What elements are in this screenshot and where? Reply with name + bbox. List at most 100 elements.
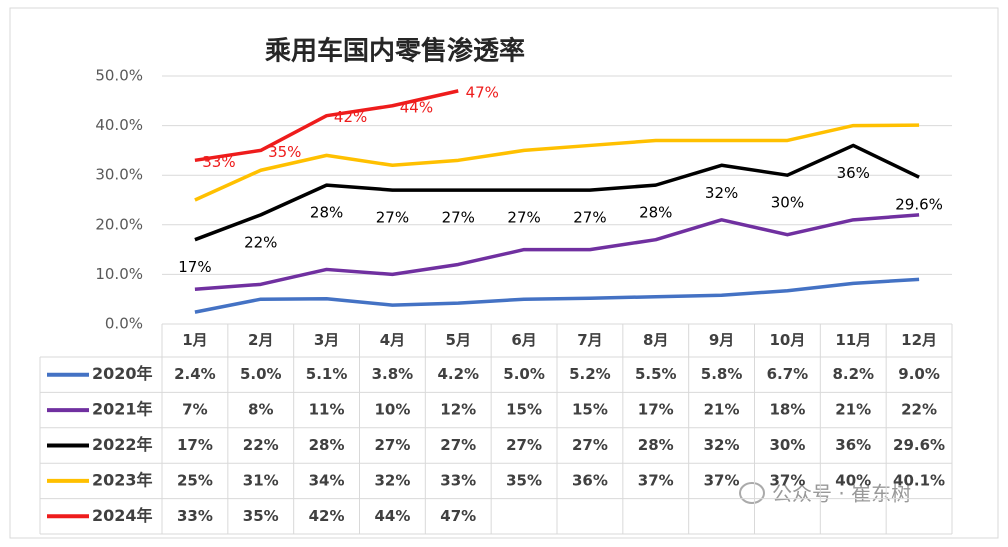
data-label: 33% — [202, 153, 235, 171]
table-cell: 8.2% — [832, 365, 874, 383]
table-cell: 31% — [243, 471, 279, 489]
table-cell: 27% — [374, 436, 410, 454]
table-cell: 33% — [440, 471, 476, 489]
legend-label: 2020年 — [92, 364, 153, 383]
table-cell: 5.2% — [569, 365, 611, 383]
x-tick-label: 7月 — [577, 331, 602, 349]
x-tick-label: 6月 — [511, 331, 536, 349]
table-cell: 32% — [704, 436, 740, 454]
table-cell: 27% — [572, 436, 608, 454]
table-cell: 36% — [572, 471, 608, 489]
x-tick-label: 1月 — [182, 331, 207, 349]
table-cell: 37% — [638, 471, 674, 489]
x-tick-label: 5月 — [446, 331, 471, 349]
table-cell: 25% — [177, 471, 213, 489]
table-cell: 21% — [835, 401, 871, 419]
series-line — [194, 89, 459, 163]
table-cell: 29.6% — [893, 436, 945, 454]
table-cell: 17% — [177, 436, 213, 454]
table-cell: 40.1% — [893, 471, 945, 489]
x-tick-label: 2月 — [248, 331, 273, 349]
data-label: 27% — [442, 209, 475, 227]
chart-title: 乘用车国内零售渗透率 — [264, 36, 525, 67]
table-cell: 5.1% — [306, 365, 348, 383]
table-cell: 5.8% — [701, 365, 743, 383]
data-label: 27% — [573, 209, 606, 227]
table-cell: 18% — [769, 401, 805, 419]
y-tick-label: 10.0% — [95, 265, 143, 283]
data-label: 27% — [376, 209, 409, 227]
series-line — [194, 143, 920, 242]
table-cell: 2.4% — [174, 365, 216, 383]
table-cell: 3.8% — [372, 365, 414, 383]
table-cell: 4.2% — [437, 365, 479, 383]
data-label: 22% — [244, 233, 277, 251]
table-cell: 11% — [309, 401, 345, 419]
table-cell: 36% — [835, 436, 871, 454]
table-cell: 5.0% — [240, 365, 282, 383]
table-cell: 15% — [506, 401, 542, 419]
data-label: 28% — [310, 204, 343, 222]
table-cell: 27% — [506, 436, 542, 454]
table-cell: 37% — [704, 471, 740, 489]
y-tick-label: 40.0% — [95, 116, 143, 134]
data-label: 44% — [400, 98, 433, 116]
series-line — [194, 277, 920, 314]
watermark: 公众号 · 崔东树 — [739, 482, 911, 506]
data-label: 27% — [507, 209, 540, 227]
table-cell: 33% — [177, 507, 213, 525]
table-cell: 28% — [309, 436, 345, 454]
table-cell: 10% — [374, 401, 410, 419]
table-cell: 12% — [440, 401, 476, 419]
table-cell: 22% — [243, 436, 279, 454]
table-cell: 35% — [506, 471, 542, 489]
x-tick-label: 9月 — [709, 331, 734, 349]
x-tick-label: 4月 — [380, 331, 405, 349]
data-label: 35% — [268, 143, 301, 161]
table-cell: 17% — [638, 401, 674, 419]
table-cell: 47% — [440, 507, 476, 525]
legend-label: 2023年 — [92, 470, 153, 489]
series-line — [194, 123, 920, 202]
table-cell: 6.7% — [767, 365, 809, 383]
data-label: 30% — [771, 194, 804, 212]
y-tick-label: 20.0% — [95, 215, 143, 233]
table-cell: 37% — [769, 471, 805, 489]
data-label: 29.6% — [895, 196, 943, 214]
table-cell: 28% — [638, 436, 674, 454]
series-line — [194, 213, 920, 292]
legend-label: 2022年 — [92, 435, 153, 454]
table-cell: 15% — [572, 401, 608, 419]
data-label: 42% — [334, 108, 367, 126]
table-cell: 5.5% — [635, 365, 677, 383]
table-cell: 22% — [901, 401, 937, 419]
x-tick-label: 10月 — [769, 331, 805, 349]
table-cell: 8% — [248, 401, 273, 419]
y-tick-label: 0.0% — [105, 315, 143, 333]
table-cell: 32% — [374, 471, 410, 489]
y-tick-label: 50.0% — [95, 67, 143, 85]
y-tick-label: 30.0% — [95, 166, 143, 184]
table-cell: 9.0% — [898, 365, 940, 383]
table-cell: 40% — [835, 471, 871, 489]
chart-frame — [9, 7, 999, 539]
table-cell: 34% — [309, 471, 345, 489]
watermark-icon — [739, 482, 765, 504]
legend-label: 2021年 — [92, 400, 153, 419]
x-tick-label: 11月 — [835, 331, 871, 349]
data-label: 17% — [178, 258, 211, 276]
table-cell: 5.0% — [503, 365, 545, 383]
x-tick-label: 3月 — [314, 331, 339, 349]
data-label: 28% — [639, 204, 672, 222]
data-label: 36% — [837, 164, 870, 182]
x-tick-label: 12月 — [901, 331, 937, 349]
table-cell: 42% — [309, 507, 345, 525]
table-cell: 44% — [374, 507, 410, 525]
legend-label: 2024年 — [92, 506, 153, 525]
table-cell: 27% — [440, 436, 476, 454]
table-cell: 30% — [769, 436, 805, 454]
table-cell: 21% — [704, 401, 740, 419]
table-cell: 35% — [243, 507, 279, 525]
table-cell: 7% — [182, 401, 207, 419]
